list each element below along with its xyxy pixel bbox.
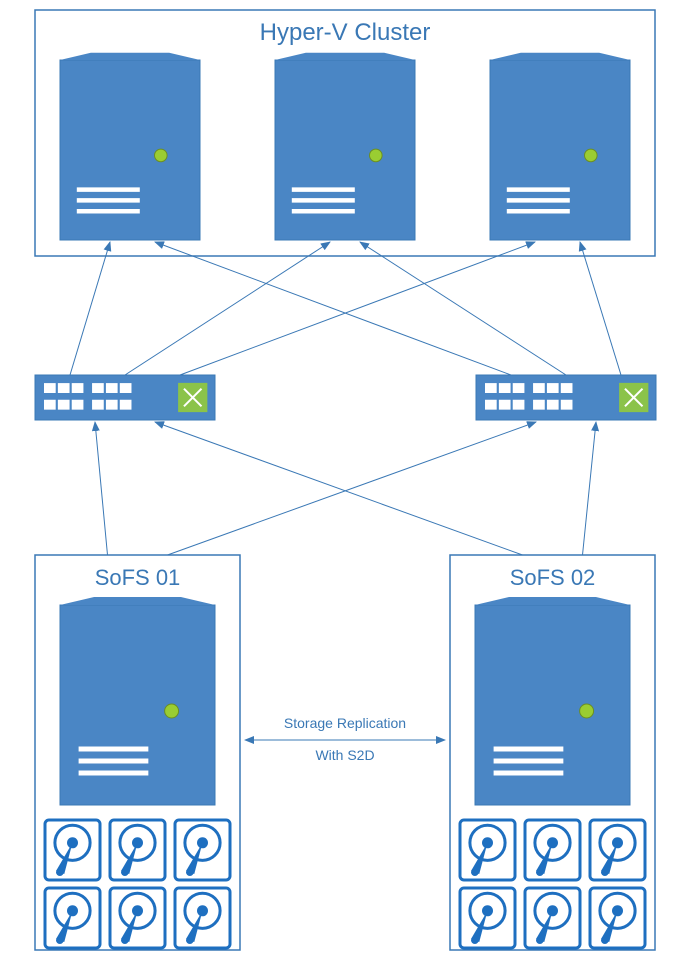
disk-icon bbox=[590, 820, 645, 880]
sofs-label-2: SoFS 02 bbox=[510, 565, 596, 590]
switch-2 bbox=[476, 375, 656, 420]
disk-icon bbox=[175, 888, 230, 948]
hv-server-1 bbox=[60, 53, 200, 240]
storage-label-2: With S2D bbox=[315, 747, 374, 763]
disk-icon bbox=[110, 888, 165, 948]
sofs-server-1 bbox=[60, 597, 215, 805]
hv-server-2 bbox=[275, 53, 415, 240]
disk-icon bbox=[45, 888, 100, 948]
disk-icon bbox=[460, 888, 515, 948]
disk-icon bbox=[525, 820, 580, 880]
sofs-server-2 bbox=[475, 597, 630, 805]
network-diagram: Hyper-V Cluster SoFS 01 SoFS 02 Storage Rep… bbox=[0, 0, 689, 967]
hv-server-3 bbox=[490, 53, 630, 240]
disk-icon bbox=[110, 820, 165, 880]
cluster-title: Hyper-V Cluster bbox=[260, 19, 431, 46]
disk-icon bbox=[525, 888, 580, 948]
disk-icon bbox=[460, 820, 515, 880]
sofs-label-1: SoFS 01 bbox=[95, 565, 181, 590]
disk-icon bbox=[45, 820, 100, 880]
disk-icon bbox=[590, 888, 645, 948]
disk-icon bbox=[175, 820, 230, 880]
storage-label-1: Storage Replication bbox=[284, 715, 406, 731]
switch-1 bbox=[35, 375, 215, 420]
